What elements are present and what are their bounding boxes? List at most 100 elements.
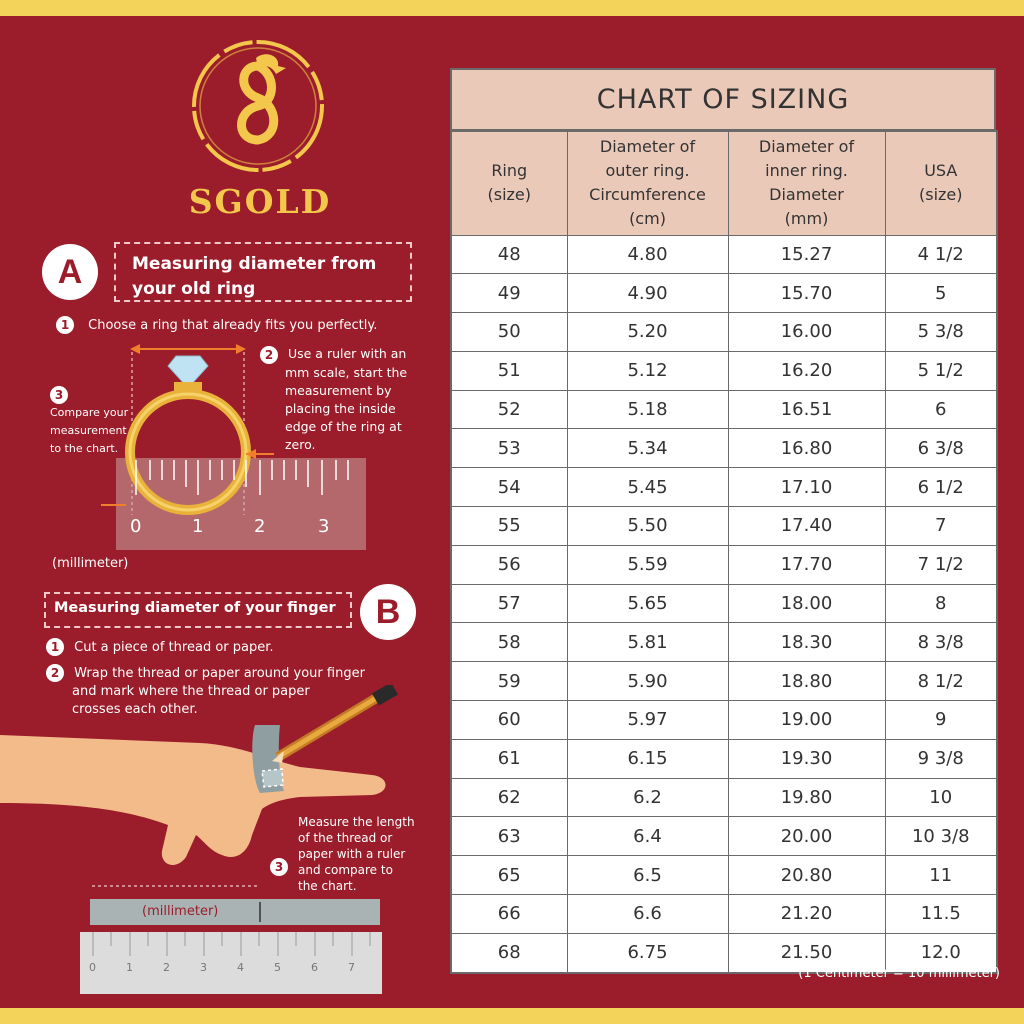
table-cell: 4 1/2 (884, 234, 998, 275)
table-cell: 17.40 (727, 506, 886, 546)
header-line: Diameter of (599, 137, 696, 157)
table-cell: 8 3/8 (884, 622, 998, 663)
table-cell: 12.0 (884, 932, 998, 974)
table-row: 57 5.65 18.00 8 (450, 583, 998, 624)
header-line: inner ring. (765, 161, 848, 181)
step-number: 1 (46, 638, 64, 656)
header-line: Circumference (589, 185, 706, 205)
ruler-b-tick-1: 1 (126, 961, 133, 974)
step-text-line: and mark where the thread or paper (72, 683, 310, 699)
table-cell: 16.51 (727, 389, 886, 430)
step-text-line: measurement by (285, 382, 392, 398)
table-cell: 10 3/8 (884, 816, 998, 857)
sizing-table: Ring (size) Diameter of outer ring. Circ… (450, 130, 998, 974)
table-row: 49 4.90 15.70 5 (450, 273, 998, 314)
table-cell: 57 (450, 583, 568, 624)
table-cell: 48 (450, 234, 568, 275)
section-b-step3-number: 3 (270, 858, 288, 876)
table-cell: 5 (884, 273, 998, 314)
ring-measurement-illustration (101, 344, 366, 550)
table-cell: 50 (450, 312, 568, 352)
table-cell: 6.15 (566, 738, 729, 779)
table-cell: 10 (884, 777, 998, 818)
step-text-line: edge of the ring at (285, 418, 402, 434)
table-row: 68 6.75 21.50 12.0 (450, 932, 998, 974)
section-a-title-line2: your old ring (132, 279, 256, 299)
step-text-line: crosses each other. (72, 701, 198, 717)
ruler-a-tick-0: 0 (130, 516, 142, 537)
table-cell: 15.70 (727, 273, 886, 314)
ruler-b-tick-0: 0 (89, 961, 96, 974)
section-a-step3: 3 Compare your measurement to the chart. (50, 386, 140, 458)
brand-name: SGOLD (188, 182, 332, 221)
table-cell: 5.12 (566, 350, 729, 391)
table-cell: 5.20 (566, 312, 729, 352)
table-cell: 11 (884, 855, 998, 896)
table-cell: 55 (450, 506, 568, 546)
chart-title: CHART OF SIZING (450, 68, 996, 130)
header-line: Ring (491, 161, 528, 181)
table-cell: 6.6 (566, 894, 729, 934)
table-row: 48 4.80 15.27 4 1/2 (450, 234, 998, 275)
step-text-line: and compare to (298, 863, 393, 877)
step-text-line: placing the inside (285, 400, 396, 416)
table-cell: 6 (884, 389, 998, 430)
table-cell: 52 (450, 389, 568, 430)
table-cell: 5.18 (566, 389, 729, 430)
table-cell: 9 3/8 (884, 738, 998, 779)
step-number: 1 (56, 316, 74, 334)
header-line: (cm) (629, 209, 666, 229)
table-cell: 66 (450, 894, 568, 934)
table-cell: 15.27 (727, 234, 886, 275)
step-number: 2 (260, 345, 278, 364)
column-header-outer-diameter: Diameter of outer ring. Circumference (c… (566, 130, 729, 236)
ruler-b-tick-5: 5 (274, 961, 281, 974)
step-text: Cut a piece of thread or paper. (74, 639, 274, 655)
table-cell: 21.20 (727, 894, 886, 934)
table-cell: 19.00 (727, 700, 886, 740)
table-cell: 18.80 (727, 661, 886, 702)
table-cell: 54 (450, 467, 568, 508)
step-text-line: Compare your (50, 406, 129, 419)
table-cell: 20.00 (727, 816, 886, 857)
step-text-line: measurement (50, 424, 127, 437)
table-row: 59 5.90 18.80 8 1/2 (450, 661, 998, 702)
ruler-a-tick-2: 2 (254, 516, 266, 537)
table-row: 55 5.50 17.40 7 (450, 506, 998, 546)
table-header-row: Ring (size) Diameter of outer ring. Circ… (450, 130, 998, 236)
table-row: 61 6.15 19.30 9 3/8 (450, 738, 998, 779)
table-row: 58 5.81 18.30 8 3/8 (450, 622, 998, 663)
table-cell: 56 (450, 544, 568, 585)
step-text-line: Wrap the thread or paper around your fin… (74, 665, 365, 681)
table-cell: 9 (884, 700, 998, 740)
column-header-ring-size: Ring (size) (450, 130, 568, 236)
header-line: USA (924, 161, 958, 181)
table-cell: 65 (450, 855, 568, 896)
table-cell: 16.80 (727, 428, 886, 469)
table-cell: 17.10 (727, 467, 886, 508)
table-cell: 53 (450, 428, 568, 469)
section-b-step3: Measure the length of the thread or pape… (298, 814, 428, 894)
table-cell: 5.34 (566, 428, 729, 469)
table-cell: 58 (450, 622, 568, 663)
table-cell: 8 (884, 583, 998, 624)
ruler-b-tick-6: 6 (311, 961, 318, 974)
ruler-b-tick-4: 4 (237, 961, 244, 974)
table-cell: 4.90 (566, 273, 729, 314)
section-b-badge: B (360, 584, 416, 640)
table-cell: 5.90 (566, 661, 729, 702)
table-cell: 5.65 (566, 583, 729, 624)
table-cell: 5.50 (566, 506, 729, 546)
step-text-line: the chart. (298, 879, 357, 893)
table-cell: 16.20 (727, 350, 886, 391)
conversion-footnote: (1 Centimeter = 10 millimeter) (798, 966, 1000, 981)
table-cell: 6.5 (566, 855, 729, 896)
table-cell: 4.80 (566, 234, 729, 275)
table-row: 66 6.6 21.20 11.5 (450, 894, 998, 934)
table-cell: 49 (450, 273, 568, 314)
header-line: (size) (487, 185, 531, 205)
table-cell: 7 1/2 (884, 544, 998, 585)
thread-strip-label: (millimeter) (142, 904, 219, 919)
ruler-b-tick-7: 7 (348, 961, 355, 974)
step-text-line: Use a ruler with an (287, 346, 407, 361)
